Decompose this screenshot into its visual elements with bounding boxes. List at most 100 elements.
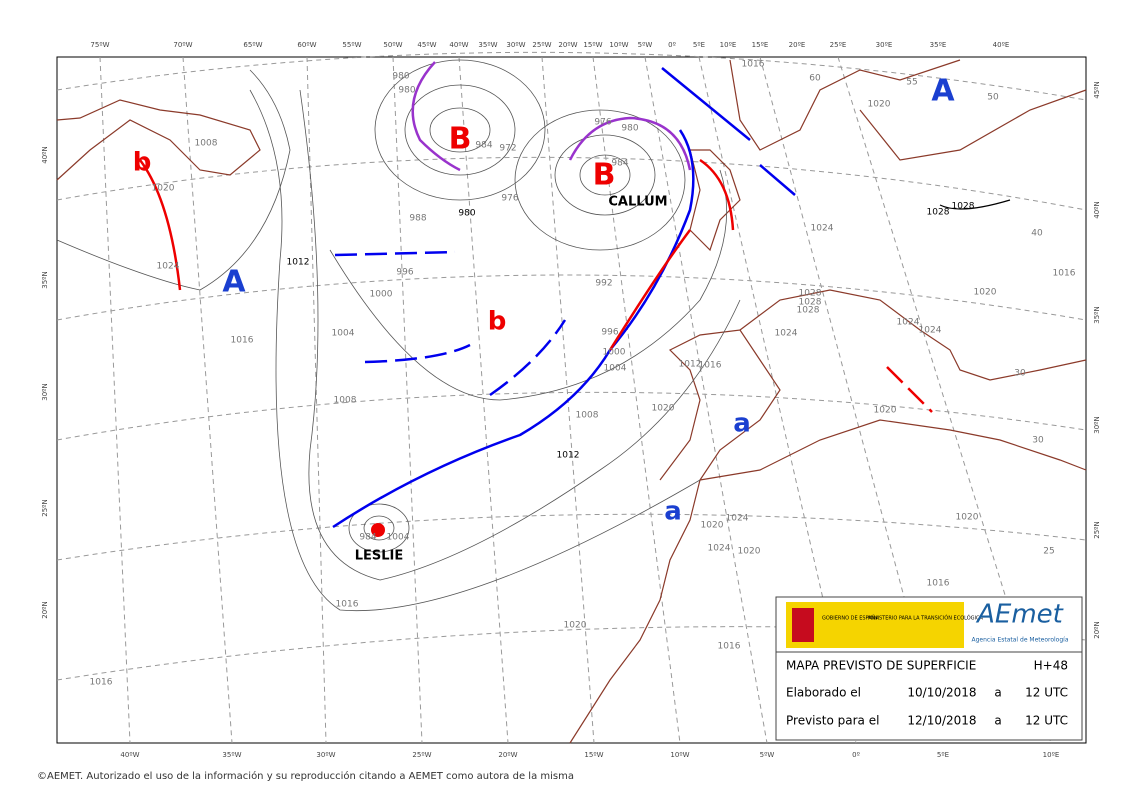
isobar-label: 1020: [956, 513, 979, 523]
isobar-label: 988: [409, 214, 426, 224]
latitude-label: 30ºN: [1093, 416, 1101, 433]
isobar-label: 980: [392, 72, 409, 82]
coastlines: [56, 59, 1087, 744]
isobar-label: 1012: [557, 451, 580, 461]
isobar-label: 1008: [195, 139, 218, 149]
isobar-label: 976: [594, 118, 611, 128]
longitude-label: 25ºW: [532, 41, 551, 49]
longitude-label: 60ºW: [297, 41, 316, 49]
longitude-label: 65ºW: [243, 41, 262, 49]
isobar-label: 25: [1043, 547, 1054, 557]
longitude-label: 30ºE: [876, 41, 893, 49]
isobar-label: 1004: [332, 329, 355, 339]
high-pressure-label: A: [931, 74, 955, 109]
isobar-label: 55: [906, 78, 917, 88]
isobar-label: 1020: [701, 521, 724, 531]
isobar-label: 1000: [370, 290, 393, 300]
hurricane-symbol: [371, 523, 385, 537]
latitude-label: 40ºN: [1093, 201, 1101, 218]
isobar-label: 1016: [231, 336, 254, 346]
isobar-label: 1028: [927, 208, 950, 218]
isobar-label: 1020: [974, 288, 997, 298]
isobar-label: 1016: [336, 600, 359, 610]
longitude-label: 15ºE: [752, 41, 769, 49]
isobar-label: 1020: [874, 406, 897, 416]
isobar-label: 1024: [708, 544, 731, 554]
isobar-label: 1024: [726, 514, 749, 524]
longitude-label: 15ºW: [583, 41, 602, 49]
longitude-label: 5ºE: [693, 41, 705, 49]
longitude-label: 20ºE: [789, 41, 806, 49]
longitude-label: 10ºW: [609, 41, 628, 49]
isobar-label: 1024: [897, 318, 920, 328]
isobar-label: 30: [1032, 436, 1044, 446]
isobar-label: 1000: [603, 348, 626, 358]
info-row-text: 10/10/2018: [907, 686, 976, 700]
government-text: GOBIERNO DE ESPAÑA: [822, 615, 879, 622]
storm-name: LESLIE: [355, 549, 404, 564]
storm-name: CALLUM: [608, 195, 667, 210]
isobar-label: 1004: [604, 364, 627, 374]
low-pressure-label: B: [593, 158, 616, 193]
longitude-label: 30ºW: [316, 751, 335, 759]
longitude-label: 40ºW: [120, 751, 139, 759]
longitude-label: 25ºE: [830, 41, 847, 49]
longitude-label: 30ºW: [506, 41, 525, 49]
latitude-label: 35ºN: [1093, 306, 1101, 323]
longitude-label: 5ºE: [937, 751, 949, 759]
info-row-text: 12/10/2018: [907, 714, 976, 728]
latitude-label: 30ºN: [41, 383, 49, 400]
isobar-label: 980: [398, 86, 415, 96]
coat-of-arms: [792, 608, 814, 642]
isobar-label: 996: [601, 328, 618, 338]
low-pressure-label: B: [449, 122, 472, 157]
latitude-label: 20ºN: [41, 601, 49, 618]
longitude-label: 10ºW: [670, 751, 689, 759]
high-pressure-label: a: [733, 409, 751, 439]
longitude-label: 10ºE: [720, 41, 737, 49]
low-pressure-label: b: [488, 307, 507, 337]
footer-text: ©AEMET. Autorizado el uso de la informac…: [37, 770, 574, 782]
longitude-label: 70ºW: [173, 41, 192, 49]
isobar-label: 972: [499, 144, 516, 154]
longitude-label: 35ºW: [222, 751, 241, 759]
info-row-text: Previsto para el: [786, 714, 879, 728]
longitude-label: 0º: [668, 41, 676, 49]
isobar-label: 984: [475, 141, 492, 151]
longitude-label: 75ºW: [90, 41, 109, 49]
isobar-label: 984: [611, 159, 628, 169]
latitude-label: 25ºN: [41, 499, 49, 516]
longitude-label: 15ºW: [584, 751, 603, 759]
isobar-label: 1008: [334, 396, 357, 406]
isobar-label: 1024: [919, 326, 942, 336]
longitude-label: 20ºW: [558, 41, 577, 49]
longitude-label: 20ºW: [498, 751, 517, 759]
info-row-text: 12 UTC: [1025, 686, 1068, 700]
longitude-label: 0º: [852, 751, 860, 759]
isobar-label: 1020: [738, 547, 761, 557]
longitude-label: 35ºW: [478, 41, 497, 49]
latitude-label: 40ºN: [41, 146, 49, 163]
isobar-label: 1008: [576, 411, 599, 421]
isobar-1028: [939, 199, 1011, 210]
longitude-label: 5ºW: [760, 751, 775, 759]
isobar-label: 1024: [811, 224, 834, 234]
isobar-label: 992: [595, 279, 612, 289]
isobar-label: 1016: [699, 361, 722, 371]
isobar-label: 976: [501, 194, 518, 204]
map-title: MAPA PREVISTO DE SUPERFICIE: [786, 659, 976, 673]
isobar-label: 1020: [564, 621, 587, 631]
isobar-label: 1028: [799, 289, 822, 299]
info-row-text: a: [994, 714, 1001, 728]
isobar-label: 1020: [652, 404, 675, 414]
isobar-label: 1016: [927, 579, 950, 589]
isobar-label: 996: [396, 268, 413, 278]
longitude-label: 55ºW: [342, 41, 361, 49]
isobar-label: 1004: [387, 533, 410, 543]
agency-logo: AEmet: [975, 600, 1064, 630]
isobar-label: 984: [359, 533, 376, 543]
isobar-label: 1016: [1053, 269, 1076, 279]
isobar-label: 1016: [742, 60, 765, 70]
isobar-label: 980: [458, 209, 475, 219]
